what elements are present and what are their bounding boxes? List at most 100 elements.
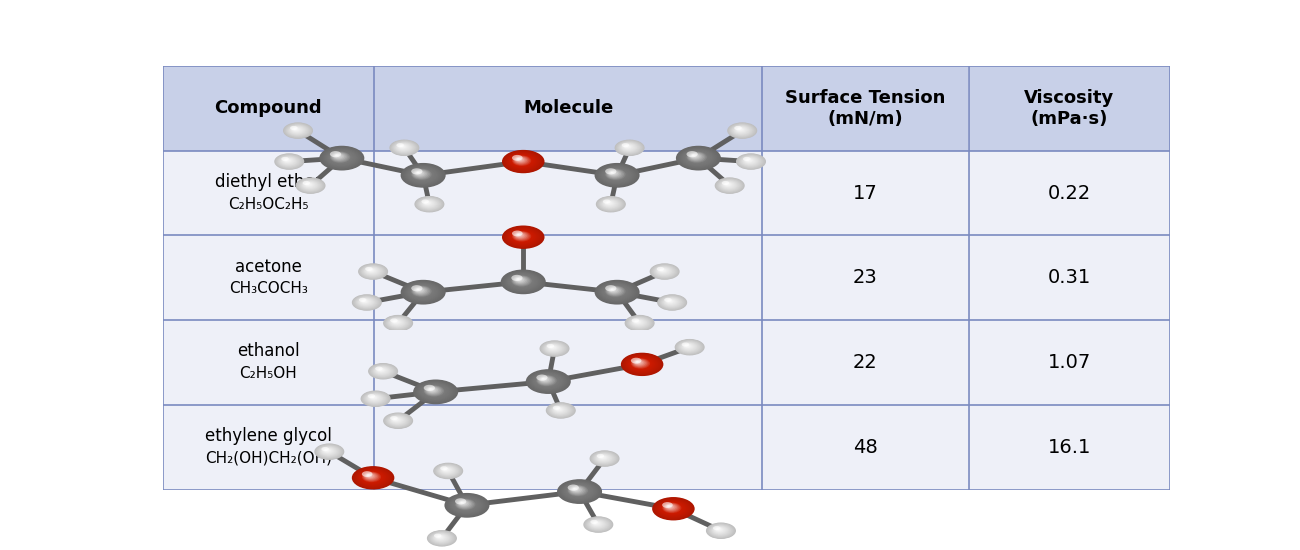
Circle shape <box>660 296 684 309</box>
Circle shape <box>593 452 616 465</box>
Circle shape <box>558 480 601 503</box>
Circle shape <box>274 153 304 170</box>
FancyBboxPatch shape <box>762 235 968 320</box>
Circle shape <box>326 150 356 166</box>
Circle shape <box>746 159 749 161</box>
Circle shape <box>630 358 650 368</box>
Circle shape <box>662 297 681 307</box>
Circle shape <box>601 199 620 210</box>
Circle shape <box>306 183 311 185</box>
Circle shape <box>393 141 416 154</box>
Circle shape <box>384 315 413 331</box>
Circle shape <box>594 280 640 305</box>
Circle shape <box>633 320 642 324</box>
Circle shape <box>620 142 638 152</box>
Circle shape <box>503 226 543 248</box>
Circle shape <box>551 405 571 416</box>
Circle shape <box>658 500 688 516</box>
Circle shape <box>354 295 380 310</box>
Circle shape <box>416 288 422 292</box>
Circle shape <box>384 315 412 331</box>
Circle shape <box>391 417 402 423</box>
Circle shape <box>398 144 408 150</box>
Circle shape <box>653 497 694 520</box>
Text: 23: 23 <box>853 268 878 287</box>
Circle shape <box>593 521 601 525</box>
Circle shape <box>512 276 530 285</box>
Circle shape <box>307 183 308 184</box>
Circle shape <box>432 532 452 544</box>
Circle shape <box>681 343 696 350</box>
Circle shape <box>666 504 676 510</box>
Circle shape <box>411 285 433 298</box>
Circle shape <box>586 518 610 531</box>
Circle shape <box>636 321 637 322</box>
Circle shape <box>508 273 537 289</box>
Circle shape <box>283 123 313 139</box>
Circle shape <box>391 320 402 325</box>
Circle shape <box>282 157 294 164</box>
Circle shape <box>504 227 542 248</box>
Circle shape <box>621 353 663 376</box>
Circle shape <box>708 524 733 538</box>
Circle shape <box>361 265 384 278</box>
Circle shape <box>315 444 343 459</box>
Circle shape <box>540 340 569 357</box>
Circle shape <box>604 168 627 181</box>
Text: ethylene glycol: ethylene glycol <box>205 427 332 445</box>
Circle shape <box>546 402 576 419</box>
Circle shape <box>504 271 542 292</box>
Circle shape <box>283 158 291 162</box>
Circle shape <box>390 318 398 322</box>
Circle shape <box>378 368 382 371</box>
Circle shape <box>592 451 618 466</box>
Circle shape <box>325 449 328 451</box>
Circle shape <box>426 530 456 547</box>
Circle shape <box>615 140 644 156</box>
Circle shape <box>370 396 376 399</box>
Circle shape <box>681 343 689 346</box>
Circle shape <box>590 450 620 467</box>
Circle shape <box>715 527 723 532</box>
Circle shape <box>619 142 638 153</box>
Circle shape <box>573 488 577 490</box>
Circle shape <box>746 158 751 162</box>
Circle shape <box>634 360 644 365</box>
Circle shape <box>437 465 459 477</box>
Circle shape <box>506 152 540 171</box>
Circle shape <box>363 472 380 481</box>
Circle shape <box>566 484 590 498</box>
Circle shape <box>508 153 538 169</box>
Circle shape <box>390 416 404 424</box>
Circle shape <box>568 485 578 491</box>
Circle shape <box>682 149 714 167</box>
Circle shape <box>434 534 447 541</box>
Circle shape <box>555 408 562 411</box>
Circle shape <box>616 140 644 155</box>
Circle shape <box>415 196 443 212</box>
Text: acetone: acetone <box>235 258 302 276</box>
Circle shape <box>404 164 442 186</box>
Circle shape <box>286 124 309 137</box>
Circle shape <box>376 366 382 371</box>
Circle shape <box>729 123 755 138</box>
Circle shape <box>415 170 425 177</box>
Circle shape <box>722 181 736 189</box>
Circle shape <box>300 180 320 191</box>
Circle shape <box>365 267 378 274</box>
Circle shape <box>384 412 413 429</box>
FancyBboxPatch shape <box>374 66 762 151</box>
Circle shape <box>601 283 632 300</box>
Circle shape <box>724 183 732 186</box>
Circle shape <box>502 150 545 173</box>
Circle shape <box>658 268 667 273</box>
Circle shape <box>515 232 527 239</box>
Circle shape <box>667 299 673 304</box>
Circle shape <box>625 145 628 147</box>
Circle shape <box>428 388 436 392</box>
Circle shape <box>442 468 450 472</box>
Circle shape <box>514 156 528 164</box>
Circle shape <box>736 127 746 133</box>
Circle shape <box>415 287 425 294</box>
Circle shape <box>744 157 750 161</box>
